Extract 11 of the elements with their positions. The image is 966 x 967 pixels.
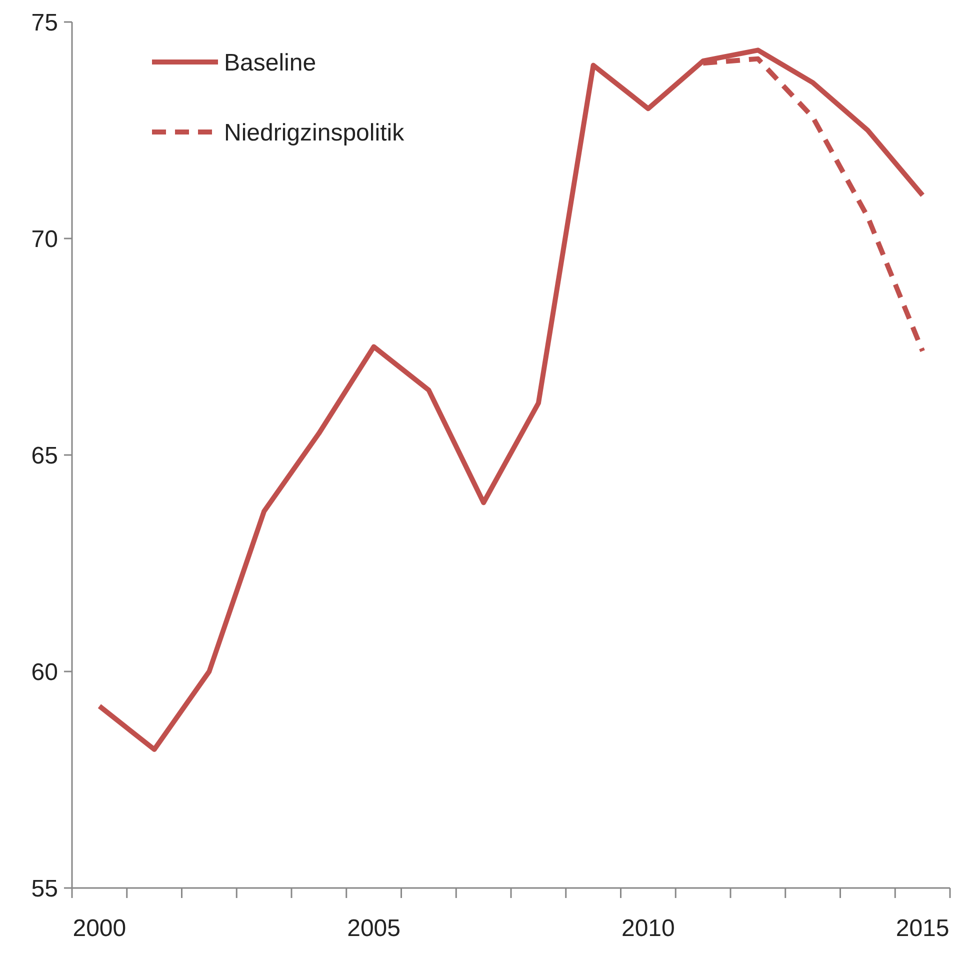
x-tick-label: 2005: [347, 915, 401, 942]
legend-label: Niedrigzinspolitik: [224, 119, 406, 146]
y-tick-label: 65: [31, 442, 58, 470]
y-tick-label: 60: [31, 658, 58, 686]
x-tick-label: 2010: [621, 915, 675, 942]
y-tick-label: 75: [31, 9, 58, 36]
legend-label: Baseline: [224, 49, 316, 76]
y-tick-label: 55: [31, 875, 58, 902]
x-tick-label: 2000: [72, 915, 126, 942]
y-tick-label: 70: [31, 226, 58, 253]
x-tick-label: 2015: [896, 915, 950, 942]
